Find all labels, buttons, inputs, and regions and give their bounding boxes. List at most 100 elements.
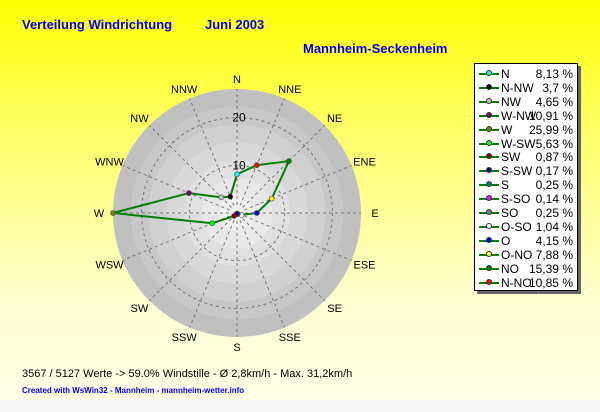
legend-item: O-NO 7,88 % [479, 248, 575, 262]
legend-marker-icon [486, 97, 492, 104]
legend-marker-icon [486, 195, 492, 202]
legend-name: W-NW [501, 108, 537, 123]
legend-item: O 4,15 % [479, 234, 575, 248]
axis-label: SSE [279, 332, 301, 344]
grid-spoke [244, 215, 352, 261]
grid-spoke [244, 165, 352, 211]
legend-name: S [501, 178, 510, 193]
axis-label: W [94, 208, 105, 220]
legend-item: W-SW 5,63 % [479, 137, 575, 151]
grid-spoke [242, 218, 326, 302]
legend-value: 4,65 % [535, 94, 573, 109]
axis-label: E [371, 208, 378, 220]
legend-marker-icon [486, 167, 492, 174]
axis-label: SW [131, 303, 149, 315]
data-point [218, 194, 225, 201]
legend-name: SW [501, 150, 521, 165]
credit-text: Created with WsWin32 - Mannheim - mannhe… [22, 386, 245, 395]
legend-value: 4,15 % [535, 233, 573, 248]
legend-marker-icon [486, 250, 492, 257]
grid-circle [141, 117, 333, 309]
legend-value: 0,14 % [535, 192, 573, 207]
legend-name: NO [501, 261, 519, 276]
legend-name: N [501, 67, 510, 81]
legend-value: 10,85 % [528, 275, 573, 290]
legend-name: O [501, 233, 511, 248]
legend-value: 5,63 % [535, 136, 573, 151]
legend-marker-icon [486, 222, 492, 229]
legend-value: 0,87 % [535, 150, 573, 165]
grid-circle [188, 164, 286, 262]
legend-value: 25,99 % [528, 122, 573, 137]
legend-value: 15,39 % [528, 261, 573, 276]
legend-value: 0,25 % [535, 178, 573, 193]
legend-name: N-NO [501, 275, 532, 290]
data-point [253, 210, 260, 216]
grid-spoke [122, 165, 230, 211]
legend-value: 10,91 % [528, 108, 573, 123]
axis-label: SSW [172, 332, 198, 344]
legend-name: W-SW [501, 136, 536, 151]
legend-name: O-SO [501, 219, 532, 234]
axis-label: ESE [353, 259, 375, 271]
legend-marker-icon [486, 264, 492, 271]
data-point [227, 193, 234, 200]
legend-item: S-SW 0,17 % [479, 164, 575, 178]
legend-marker-icon [486, 236, 492, 243]
legend-name: W [501, 122, 513, 137]
legend-value: 7,88 % [535, 247, 573, 262]
axis-label: WNW [95, 157, 124, 169]
data-point [209, 220, 215, 227]
legend-marker-icon [486, 209, 492, 215]
legend-item: SO 0,25 % [479, 206, 575, 220]
legend-item: N 8,13 % [479, 67, 575, 81]
axis-label: N [233, 74, 241, 86]
data-point [110, 210, 116, 216]
legend-marker-icon [486, 125, 492, 132]
legend-name: SO [501, 206, 519, 220]
chart-period: Juni 2003 [205, 17, 265, 32]
grid-spoke [148, 218, 232, 302]
legend-item: O-SO 1,04 % [479, 220, 575, 234]
legend: N 8,13 % N-NW 3,7 % NW 4,65 % W-NW 10,91 % W 25,9… [474, 63, 578, 291]
legend-marker-icon [486, 153, 492, 160]
chart-title: Verteilung Windrichtung [22, 17, 173, 32]
grid-spoke [242, 124, 326, 208]
legend-value: 1,04 % [535, 219, 573, 234]
legend-item: W-NW 10,91 % [479, 109, 575, 123]
radar-chart: N NNE NE ENE E ESE SE SSE S SSW SW WSW W WNW NW NNW 10 20 [94, 74, 379, 354]
legend-value: 3,7 % [542, 80, 573, 95]
data-point [286, 158, 292, 164]
legend-name: O-NO [501, 247, 533, 262]
bottom-strip [0, 400, 600, 412]
axis-label: S [233, 342, 240, 354]
grid-spoke [189, 98, 235, 206]
legend-item: S-SO 0,14 % [479, 192, 575, 206]
axis-label: ENE [353, 157, 376, 169]
data-point [268, 195, 275, 202]
legend-value: 8,13 % [535, 67, 573, 81]
stats-text: 3567 / 5127 Werte -> 59.0% Windstille - … [22, 368, 353, 380]
tick-label: 10 [232, 158, 246, 172]
grid-spoke [148, 124, 232, 208]
grid-spoke [189, 220, 235, 328]
legend-marker-icon [486, 278, 492, 285]
axis-label: NNW [171, 84, 198, 96]
data-point [254, 162, 260, 168]
legend-value: 0,17 % [535, 164, 573, 179]
station-name: Mannheim-Seckenheim [303, 41, 448, 56]
data-point [231, 213, 237, 219]
legend-item: N-NO 10,85 % [479, 276, 575, 290]
data-point [186, 190, 192, 196]
axis-label: NW [130, 113, 149, 125]
legend-marker-icon [486, 111, 492, 118]
chart-area: Verteilung Windrichtung Juni 2003 Mannhe… [0, 0, 600, 400]
data-point [234, 171, 240, 178]
legend-item: NO 15,39 % [479, 262, 575, 276]
legend-item: NW 4,65 % [479, 95, 575, 109]
legend-name: NW [501, 94, 521, 109]
legend-name: N-NW [501, 80, 534, 95]
axis-label: NE [327, 113, 342, 125]
legend-name: S-SW [501, 164, 533, 179]
legend-marker-icon [486, 139, 492, 146]
